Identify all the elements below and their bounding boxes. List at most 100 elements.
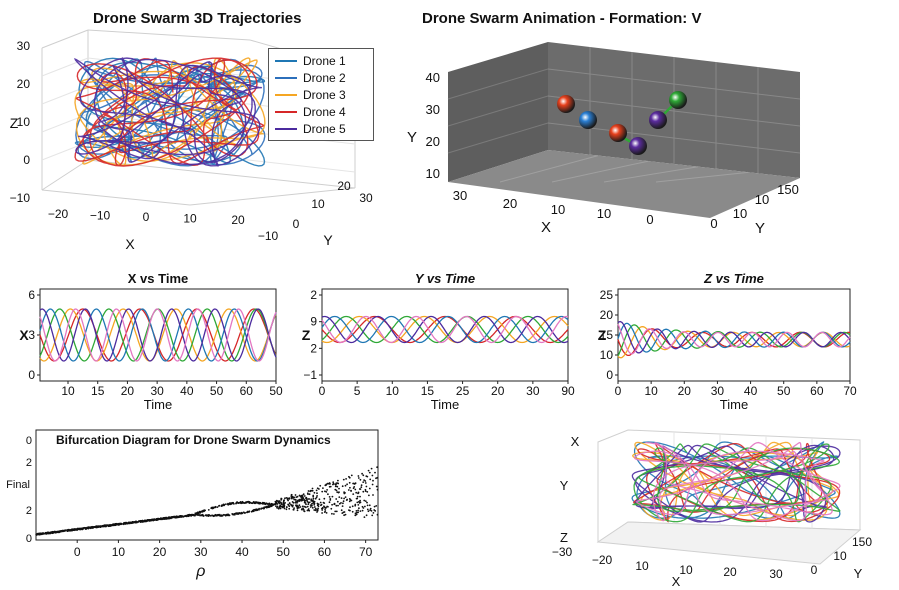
bifurcation-point xyxy=(366,504,369,507)
bifurcation-point xyxy=(356,497,359,500)
bifurcation-point xyxy=(321,509,324,511)
bifurcation-point xyxy=(175,515,178,518)
bifurcation-point xyxy=(135,521,138,524)
bifurcation-point xyxy=(326,505,328,508)
legend-entry: Drone 3 xyxy=(275,86,367,103)
bifurcation-point xyxy=(252,509,255,512)
bifurcation-point xyxy=(362,481,365,483)
bifurcation-point xyxy=(344,513,347,516)
box-edge xyxy=(189,187,356,206)
bifurcation-point xyxy=(165,517,167,519)
bifurcation-point xyxy=(70,529,72,532)
bifurcation-point xyxy=(113,524,116,527)
bifurcation-point xyxy=(91,527,94,529)
y-tick-label: 0 xyxy=(710,216,717,231)
bifurcation-point xyxy=(369,507,372,510)
bifurcation-point xyxy=(224,514,227,516)
bifurcation-point xyxy=(293,507,295,509)
bifurcation-point xyxy=(369,509,371,511)
plot-title: Z vs Time xyxy=(703,271,764,286)
bifurcation-point xyxy=(328,501,331,504)
bifurcation-point xyxy=(308,501,311,504)
y-axis-label: Y xyxy=(323,232,333,248)
bifurcation-point xyxy=(118,522,121,525)
x-tick-label: 10 xyxy=(679,563,693,577)
bifurcation-point xyxy=(293,498,296,501)
x-axis-label: Time xyxy=(720,397,748,412)
bifurcation-point xyxy=(350,474,353,477)
bifurcation-point xyxy=(318,498,321,501)
x-tick-label: 70 xyxy=(359,545,373,559)
bifurcation-point xyxy=(359,495,361,498)
bifurcation-point xyxy=(376,476,379,479)
legend-swatch xyxy=(275,127,297,130)
grid-line xyxy=(447,68,549,100)
trajectories-3d-title: Drone Swarm 3D Trajectories xyxy=(93,10,302,27)
bifurcation-point xyxy=(287,499,289,502)
bifurcation-point xyxy=(373,505,376,508)
bifurcation-point xyxy=(282,501,285,504)
plot-title: Y vs Time xyxy=(415,271,475,286)
bifurcation-point xyxy=(303,505,306,508)
z-tick-label: 10 xyxy=(17,115,31,129)
bifurcation-point xyxy=(351,510,354,513)
bifurcation-point xyxy=(276,503,279,505)
box-edge xyxy=(41,189,191,206)
bifurcation-point xyxy=(212,506,215,509)
bifurcation-point xyxy=(279,507,282,510)
bifurcation-point xyxy=(371,474,374,477)
bifurcation-point xyxy=(102,525,105,527)
x-tick-label: 0 xyxy=(143,210,150,224)
bifurcation-point xyxy=(230,503,233,505)
bifurcation-point xyxy=(55,530,58,533)
bifurcation-point xyxy=(316,511,318,513)
bifurcation-plot: Bifurcation Diagram for Drone Swarm Dyna… xyxy=(6,429,379,580)
bifurcation-point xyxy=(288,498,291,500)
bifurcation-point xyxy=(285,508,288,511)
bifurcation-point xyxy=(197,511,199,514)
bifurcation-point xyxy=(356,495,359,498)
bifurcation-point xyxy=(347,489,350,491)
bifurcation-point xyxy=(264,502,266,505)
plot-title: X vs Time xyxy=(128,271,188,286)
bifurcation-point xyxy=(321,507,324,510)
trajectories-legend: Drone 1 Drone 2 Drone 3 Drone 4 Drone 5 xyxy=(268,48,374,141)
bifurcation-point xyxy=(96,526,98,529)
y-vs-time-panel: Y vs Time 2 9 2 −1 0 5 10 15 25 20 30 90 Time Z xyxy=(290,265,590,420)
bifurcation-point xyxy=(277,501,280,504)
bifurcation-point xyxy=(205,514,208,517)
bifurcation-point xyxy=(376,466,378,469)
y-tick-label: 25 xyxy=(600,288,614,302)
bifurcation-point xyxy=(311,487,314,490)
bifurcation-point xyxy=(158,518,161,520)
legend-label: Drone 5 xyxy=(303,121,346,136)
bifurcation-point xyxy=(366,501,368,504)
bifurcation-point xyxy=(331,512,333,515)
y-tick-label: 0 xyxy=(26,533,32,545)
y-axis-label: Final xyxy=(6,479,30,491)
bifurcation-point xyxy=(362,507,365,509)
bifurcation-point xyxy=(111,523,114,526)
bifurcation-point xyxy=(57,530,59,533)
bifurcation-point xyxy=(311,502,313,505)
bifurcation-point xyxy=(354,488,357,491)
legend-swatch xyxy=(275,59,297,62)
bifurcation-point xyxy=(307,508,310,510)
x-tick-label: 90 xyxy=(561,384,575,398)
z-tick-label: 30 xyxy=(426,102,440,117)
legend-entry: Drone 1 xyxy=(275,52,367,69)
y-tick-label: 10 xyxy=(311,197,325,211)
bifurcation-point xyxy=(325,512,328,514)
bifurcation-point xyxy=(247,500,250,503)
bifurcation-point xyxy=(116,523,119,526)
y-tick-label: 150 xyxy=(777,182,799,197)
bifurcation-point xyxy=(296,507,299,510)
drone-marker xyxy=(557,95,575,113)
x-tick-label: 20 xyxy=(121,384,135,398)
trajectory-line xyxy=(631,444,841,523)
bifurcation-point xyxy=(307,493,309,495)
bifurcation-point xyxy=(218,504,221,507)
bifurcation-point xyxy=(200,514,203,517)
bifurcation-point xyxy=(268,502,270,505)
bifurcation-point xyxy=(315,496,318,499)
